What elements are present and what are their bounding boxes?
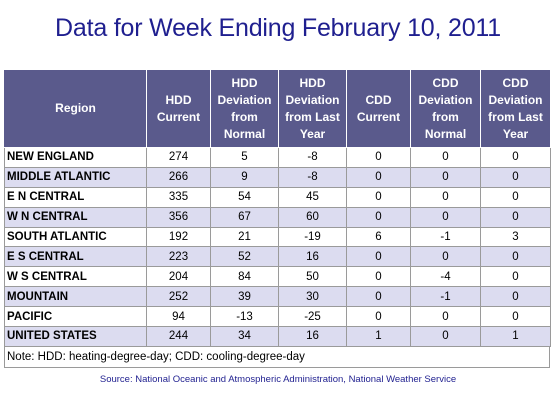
- cell-hdd-dev-normal: 9: [211, 167, 279, 187]
- cell-region: NEW ENGLAND: [5, 148, 147, 168]
- header-cdd-dev-normal: CDD Deviation from Normal: [411, 70, 481, 148]
- cell-region: E N CENTRAL: [5, 187, 147, 207]
- cell-hdd-dev-last-year: 16: [279, 327, 347, 347]
- cell-hdd-current: 223: [147, 247, 211, 267]
- cell-hdd-current: 266: [147, 167, 211, 187]
- cell-cdd-current: 0: [347, 267, 411, 287]
- cell-cdd-dev-last-year: 1: [481, 327, 551, 347]
- cell-cdd-dev-normal: 0: [411, 148, 481, 168]
- cell-cdd-dev-normal: -1: [411, 227, 481, 247]
- cell-cdd-dev-last-year: 0: [481, 148, 551, 168]
- cell-cdd-current: 0: [347, 247, 411, 267]
- cell-cdd-current: 0: [347, 307, 411, 327]
- table-row: PACIFIC 94 -13 -25 0 0 0: [5, 307, 551, 327]
- cell-cdd-current: 6: [347, 227, 411, 247]
- page-title: Data for Week Ending February 10, 2011: [0, 14, 556, 43]
- cell-hdd-dev-normal: 54: [211, 187, 279, 207]
- cell-cdd-dev-last-year: 0: [481, 187, 551, 207]
- cell-hdd-current: 252: [147, 287, 211, 307]
- header-cdd-current: CDD Current: [347, 70, 411, 148]
- table-header-row: Region HDD Current HDD Deviation from No…: [5, 70, 551, 148]
- cell-cdd-dev-last-year: 0: [481, 247, 551, 267]
- cell-region: W S CENTRAL: [5, 267, 147, 287]
- cell-cdd-current: 0: [347, 207, 411, 227]
- table-row: W S CENTRAL 204 84 50 0 -4 0: [5, 267, 551, 287]
- cell-hdd-dev-normal: 21: [211, 227, 279, 247]
- table-row: NEW ENGLAND 274 5 -8 0 0 0: [5, 148, 551, 168]
- cell-hdd-current: 94: [147, 307, 211, 327]
- cell-hdd-dev-last-year: 50: [279, 267, 347, 287]
- table-row: MIDDLE ATLANTIC 266 9 -8 0 0 0: [5, 167, 551, 187]
- cell-cdd-dev-last-year: 3: [481, 227, 551, 247]
- cell-hdd-dev-normal: -13: [211, 307, 279, 327]
- cell-region: E S CENTRAL: [5, 247, 147, 267]
- cell-cdd-dev-normal: 0: [411, 327, 481, 347]
- cell-cdd-dev-normal: 0: [411, 247, 481, 267]
- cell-hdd-dev-last-year: 45: [279, 187, 347, 207]
- header-hdd-dev-last-year: HDD Deviation from Last Year: [279, 70, 347, 148]
- cell-hdd-current: 335: [147, 187, 211, 207]
- cell-region: UNITED STATES: [5, 327, 147, 347]
- cell-cdd-dev-normal: 0: [411, 307, 481, 327]
- cell-hdd-current: 274: [147, 148, 211, 168]
- cell-region: PACIFIC: [5, 307, 147, 327]
- cell-cdd-current: 0: [347, 148, 411, 168]
- cell-hdd-dev-normal: 84: [211, 267, 279, 287]
- cell-hdd-dev-normal: 67: [211, 207, 279, 227]
- header-hdd-current: HDD Current: [147, 70, 211, 148]
- cell-cdd-dev-last-year: 0: [481, 207, 551, 227]
- table-note: Note: HDD: heating-degree-day; CDD: cool…: [4, 347, 550, 368]
- cell-cdd-dev-last-year: 0: [481, 307, 551, 327]
- cell-hdd-dev-normal: 34: [211, 327, 279, 347]
- header-cdd-dev-last-year: CDD Deviation from Last Year: [481, 70, 551, 148]
- cell-cdd-dev-normal: -1: [411, 287, 481, 307]
- cell-hdd-dev-normal: 52: [211, 247, 279, 267]
- table-row: E N CENTRAL 335 54 45 0 0 0: [5, 187, 551, 207]
- cell-hdd-dev-last-year: -25: [279, 307, 347, 327]
- source-caption: Source: National Oceanic and Atmospheric…: [0, 374, 556, 385]
- cell-hdd-current: 192: [147, 227, 211, 247]
- cell-cdd-dev-last-year: 0: [481, 287, 551, 307]
- cell-cdd-dev-normal: -4: [411, 267, 481, 287]
- header-region: Region: [5, 70, 147, 148]
- cell-region: MIDDLE ATLANTIC: [5, 167, 147, 187]
- cell-hdd-dev-last-year: -19: [279, 227, 347, 247]
- table-row: E S CENTRAL 223 52 16 0 0 0: [5, 247, 551, 267]
- cell-cdd-current: 0: [347, 187, 411, 207]
- cell-hdd-dev-normal: 39: [211, 287, 279, 307]
- cell-cdd-dev-normal: 0: [411, 187, 481, 207]
- degree-day-table: Region HDD Current HDD Deviation from No…: [4, 69, 551, 347]
- cell-hdd-current: 204: [147, 267, 211, 287]
- cell-cdd-current: 0: [347, 167, 411, 187]
- header-hdd-dev-normal: HDD Deviation from Normal: [211, 70, 279, 148]
- cell-cdd-dev-normal: 0: [411, 167, 481, 187]
- cell-hdd-dev-last-year: -8: [279, 148, 347, 168]
- cell-cdd-dev-last-year: 0: [481, 267, 551, 287]
- cell-cdd-current: 1: [347, 327, 411, 347]
- cell-hdd-dev-last-year: -8: [279, 167, 347, 187]
- table-row: W N CENTRAL 356 67 60 0 0 0: [5, 207, 551, 227]
- cell-hdd-current: 244: [147, 327, 211, 347]
- table-row: SOUTH ATLANTIC 192 21 -19 6 -1 3: [5, 227, 551, 247]
- data-table-container: Region HDD Current HDD Deviation from No…: [4, 69, 550, 368]
- cell-hdd-dev-last-year: 60: [279, 207, 347, 227]
- cell-region: SOUTH ATLANTIC: [5, 227, 147, 247]
- cell-region: MOUNTAIN: [5, 287, 147, 307]
- cell-hdd-dev-last-year: 30: [279, 287, 347, 307]
- cell-hdd-dev-normal: 5: [211, 148, 279, 168]
- cell-cdd-current: 0: [347, 287, 411, 307]
- table-row: MOUNTAIN 252 39 30 0 -1 0: [5, 287, 551, 307]
- cell-hdd-current: 356: [147, 207, 211, 227]
- cell-cdd-dev-normal: 0: [411, 207, 481, 227]
- table-row: UNITED STATES 244 34 16 1 0 1: [5, 327, 551, 347]
- cell-region: W N CENTRAL: [5, 207, 147, 227]
- cell-cdd-dev-last-year: 0: [481, 167, 551, 187]
- cell-hdd-dev-last-year: 16: [279, 247, 347, 267]
